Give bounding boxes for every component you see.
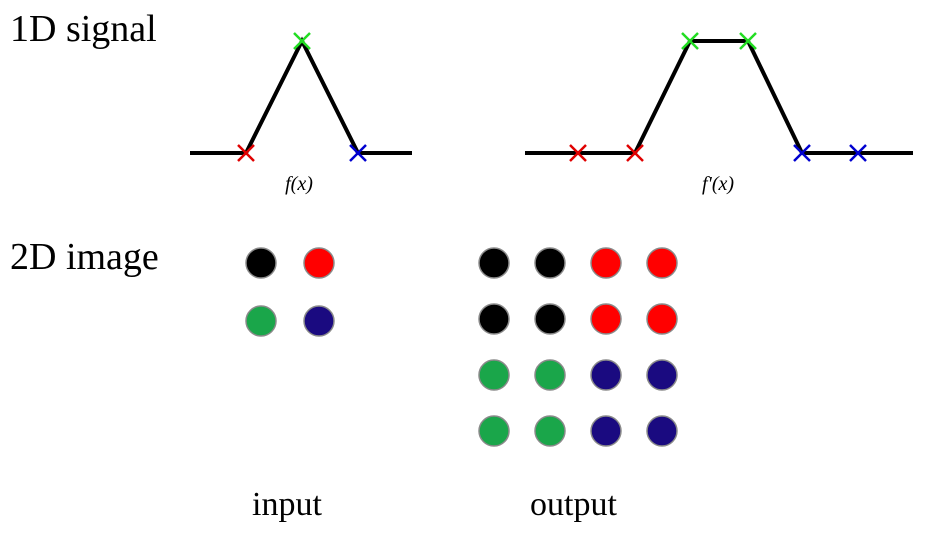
input-sample-marker [349,144,367,162]
output-pixel [646,359,678,391]
output-pixel [478,303,510,335]
input-pixel [303,247,335,279]
output-pixel [534,247,566,279]
input-sample-marker [293,32,311,50]
input-image-grid [245,247,335,337]
output-sample-marker [793,144,811,162]
output-pixel [590,303,622,335]
signal-row-label: 1D signal [10,8,157,50]
output-pixel [646,415,678,447]
output-sample-marker [739,32,757,50]
output-pixel [590,415,622,447]
output-pixel [646,303,678,335]
output-signal-plot [525,32,913,162]
output-function-label: f'(x) [702,173,734,195]
input-function-label: f(x) [285,173,313,195]
output-pixel [534,415,566,447]
output-caption: output [530,486,617,523]
output-sample-marker [569,144,587,162]
output-sample-marker [681,32,699,50]
output-signal-line [525,39,913,155]
output-pixel [646,247,678,279]
input-pixel [245,305,277,337]
output-pixel [478,359,510,391]
input-signal-line [190,36,412,155]
output-pixel [590,359,622,391]
output-pixel [478,415,510,447]
input-signal-plot [190,32,412,162]
output-pixel [534,303,566,335]
input-pixel [245,247,277,279]
output-pixel [478,247,510,279]
input-pixel [303,305,335,337]
output-sample-marker [849,144,867,162]
output-image-grid [478,247,678,447]
output-pixel [534,359,566,391]
output-pixel [590,247,622,279]
input-caption: input [252,486,322,523]
output-sample-marker [626,144,644,162]
input-sample-marker [237,144,255,162]
image-row-label: 2D image [10,236,159,278]
